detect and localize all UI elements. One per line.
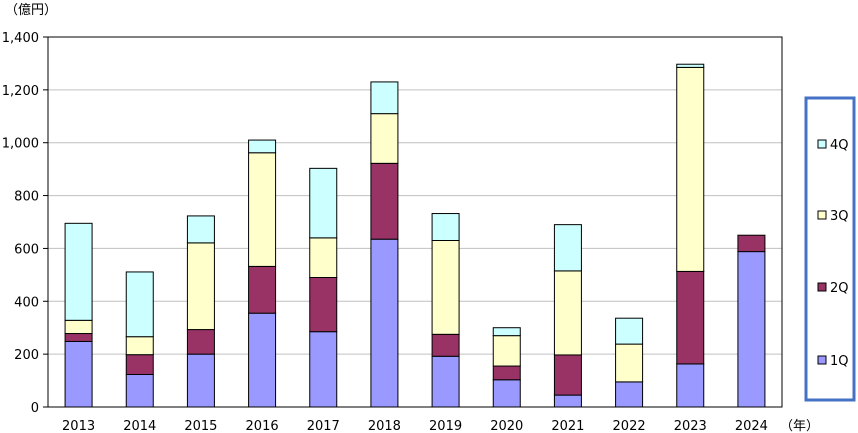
bar-segment-2018-4Q (370, 81, 399, 115)
bar-segment-2018-2Q (370, 162, 399, 240)
bar-segment-2021-3Q (553, 270, 582, 356)
plot-area-frame (47, 36, 783, 408)
y-unit-label: （億円） (5, 2, 57, 18)
legend-swatch-2Q (817, 282, 827, 292)
bar-segment-2019-4Q (431, 213, 460, 242)
legend-label-1Q: 1Q (830, 354, 849, 369)
x-tick-label: 2017 (307, 419, 340, 433)
legend-label-4Q: 4Q (830, 138, 849, 153)
bar-segment-2015-2Q (186, 329, 215, 355)
y-tick-label: 800 (14, 190, 39, 205)
bar-segment-2015-3Q (186, 242, 215, 331)
y-tick-label: 600 (14, 242, 39, 257)
y-tick-label: 400 (14, 295, 39, 310)
y-tick-label: 200 (14, 348, 39, 363)
legend-swatch-1Q (817, 355, 827, 365)
bar-segment-2021-4Q (553, 224, 582, 272)
bar-segment-2016-3Q (248, 152, 277, 267)
bar-segment-2019-3Q (431, 240, 460, 335)
y-tick-label: 1,000 (2, 137, 39, 152)
bar-segment-2013-1Q (64, 340, 93, 408)
legend: 4Q 3Q 2Q 1Q (804, 96, 856, 402)
legend-swatch-4Q (817, 139, 827, 149)
bar-segment-2014-1Q (125, 373, 154, 408)
bar-segment-2020-2Q (492, 365, 521, 381)
bar-segment-2017-2Q (309, 277, 338, 333)
bar-segment-2018-1Q (370, 238, 399, 408)
legend-label-3Q: 3Q (830, 209, 849, 224)
bar-segment-2018-3Q (370, 113, 399, 164)
bar-segment-2022-4Q (615, 317, 644, 345)
bar-segment-2016-2Q (248, 265, 277, 314)
bar-segment-2014-3Q (125, 336, 154, 356)
bar-segment-2017-1Q (309, 331, 338, 408)
bar-segment-2016-1Q (248, 312, 277, 408)
bar-segment-2019-1Q (431, 355, 460, 408)
bar-segment-2017-4Q (309, 167, 338, 239)
y-tick-label: 1,200 (2, 84, 39, 99)
y-axis-ticks: 0 200 400 600 800 1,000 1,200 1,400 (2, 31, 48, 416)
bar-segment-2016-4Q (248, 139, 277, 154)
bar-segment-2013-3Q (64, 319, 93, 335)
x-tick-label: 2015 (184, 419, 217, 433)
bar-segment-2014-2Q (125, 354, 154, 375)
bar-segment-2020-1Q (492, 379, 521, 408)
bar-segment-2017-3Q (309, 237, 338, 279)
bar-segment-2021-1Q (553, 394, 582, 408)
x-tick-label: 2024 (735, 419, 768, 433)
bar-segment-2013-4Q (64, 222, 93, 321)
x-unit-label: （年） (780, 419, 819, 433)
x-tick-label: 2016 (246, 419, 279, 433)
legend-label-2Q: 2Q (830, 281, 849, 296)
bars (64, 63, 766, 408)
x-tick-label: 2022 (613, 419, 646, 433)
legend-swatch-3Q (817, 210, 827, 220)
x-tick-label: 2021 (551, 419, 584, 433)
bar-segment-2023-2Q (676, 270, 705, 365)
bar-segment-2020-3Q (492, 335, 521, 367)
x-tick-label: 2020 (490, 419, 523, 433)
bar-segment-2019-2Q (431, 333, 460, 357)
bar-segment-2015-1Q (186, 353, 215, 408)
bar-segment-2015-4Q (186, 215, 215, 244)
bar-segment-2022-3Q (615, 343, 644, 383)
bar-segment-2024-1Q (737, 251, 766, 408)
bar-segment-2024-2Q (737, 234, 766, 253)
bar-segment-2023-4Q (676, 63, 705, 68)
bar-segment-2020-4Q (492, 327, 521, 337)
x-tick-label: 2014 (123, 419, 156, 433)
x-tick-label: 2019 (429, 419, 462, 433)
bar-segment-2023-1Q (676, 363, 705, 408)
legend-frame (804, 96, 856, 402)
bar-segment-2014-4Q (125, 271, 154, 338)
bar-segment-2021-2Q (553, 354, 582, 396)
y-tick-label: 1,400 (2, 31, 39, 46)
bar-segment-2023-3Q (676, 66, 705, 272)
y-tick-label: 0 (31, 401, 39, 416)
gridlines (48, 89, 782, 355)
x-tick-label: 2013 (62, 419, 95, 433)
bar-segment-2013-2Q (64, 333, 93, 342)
x-tick-label: 2018 (368, 419, 401, 433)
x-tick-label: 2023 (674, 419, 707, 433)
bar-segment-2022-1Q (615, 381, 644, 408)
x-axis-ticks: 2013 2014 2015 2016 2017 2018 2019 2020 2021 2022… (62, 419, 768, 433)
